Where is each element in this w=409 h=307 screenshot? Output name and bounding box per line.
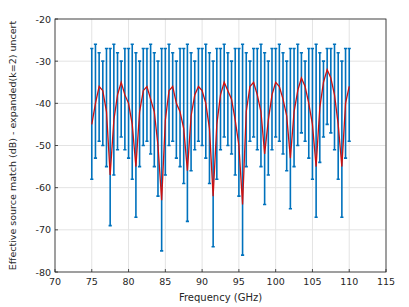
y-axis-label: Effective source match (dB) - expanded(k…	[7, 21, 18, 271]
y-tick	[55, 272, 58, 273]
error-bar	[134, 53, 137, 217]
error-bar	[311, 49, 314, 180]
data-group	[90, 44, 351, 255]
x-tick	[128, 269, 129, 272]
error-bar	[329, 49, 332, 133]
y-tick	[55, 19, 58, 20]
error-bar	[348, 49, 351, 142]
y-tick-label: -40	[35, 98, 51, 109]
y-tick	[55, 103, 58, 104]
y-tick-label: -60	[35, 182, 51, 193]
y-tick	[55, 187, 58, 188]
x-tick-label: 80	[123, 276, 135, 287]
y-tick	[55, 145, 58, 146]
error-bar	[186, 44, 189, 221]
error-bar	[226, 53, 229, 146]
error-bar	[322, 61, 325, 137]
x-tick	[275, 269, 276, 272]
x-tick-label: 115	[377, 276, 395, 287]
y-tick-label: -50	[35, 140, 51, 151]
error-bar	[131, 44, 134, 179]
data-line	[92, 70, 349, 205]
chart-container: 70 75 80 85 90 95 100 105 110 115 -80 -70 -60 -50 -40 -…	[0, 0, 409, 307]
x-tick-label: 75	[86, 276, 98, 287]
error-bar	[315, 44, 318, 217]
error-bar	[201, 49, 204, 146]
x-tick-label: 70	[49, 276, 61, 287]
x-tick-label: 110	[340, 276, 358, 287]
error-bar	[120, 61, 123, 137]
error-bar	[274, 49, 277, 138]
error-bar	[160, 49, 163, 251]
y-tick-label: -30	[35, 56, 51, 67]
x-tick-label: 90	[196, 276, 208, 287]
error-bar	[90, 49, 93, 180]
x-tick	[238, 269, 239, 272]
error-bar	[237, 49, 240, 197]
y-tick	[55, 229, 58, 230]
error-bar	[300, 53, 303, 133]
y-grid-line	[55, 229, 386, 230]
y-tick	[55, 61, 58, 62]
error-bar	[303, 61, 306, 141]
error-bar	[182, 49, 185, 184]
error-bar	[263, 53, 266, 205]
y-tick-label: -20	[35, 14, 51, 25]
x-tick-label: 85	[159, 276, 171, 287]
error-bar	[241, 44, 244, 255]
error-bar	[123, 49, 126, 150]
error-bar	[212, 61, 215, 247]
error-bar	[109, 49, 112, 226]
x-tick-label: 105	[303, 276, 321, 287]
chart-svg: 70 75 80 85 90 95 100 105 110 115 -80 -70 -60 -50 -40 -…	[0, 0, 409, 307]
error-bar	[175, 61, 178, 158]
x-tick	[349, 269, 350, 272]
y-tick-label: -70	[35, 224, 51, 235]
error-bar	[178, 49, 181, 167]
x-tick-label: 95	[233, 276, 245, 287]
error-bar	[98, 53, 101, 142]
error-bar	[101, 61, 104, 145]
error-bar	[278, 44, 281, 141]
x-tick	[55, 269, 56, 272]
error-bar	[197, 49, 200, 142]
x-tick	[202, 269, 203, 272]
error-bar	[252, 49, 255, 138]
x-tick	[312, 269, 313, 272]
y-tick-label: -80	[35, 267, 51, 278]
x-tick-label: 100	[267, 276, 285, 287]
x-tick	[165, 269, 166, 272]
error-bar	[223, 44, 226, 137]
error-bar	[171, 53, 174, 142]
error-bar	[326, 49, 329, 125]
error-bar	[248, 61, 251, 141]
error-bar	[145, 49, 148, 142]
x-axis-label: Frequency (GHz)	[179, 292, 262, 303]
x-tick	[386, 269, 387, 272]
error-bar	[289, 49, 292, 209]
y-grid-line	[55, 187, 386, 188]
x-tick	[91, 269, 92, 272]
plot-frame	[55, 19, 386, 272]
error-bar	[156, 61, 159, 196]
error-bar	[193, 61, 196, 150]
plot-background	[55, 19, 386, 272]
